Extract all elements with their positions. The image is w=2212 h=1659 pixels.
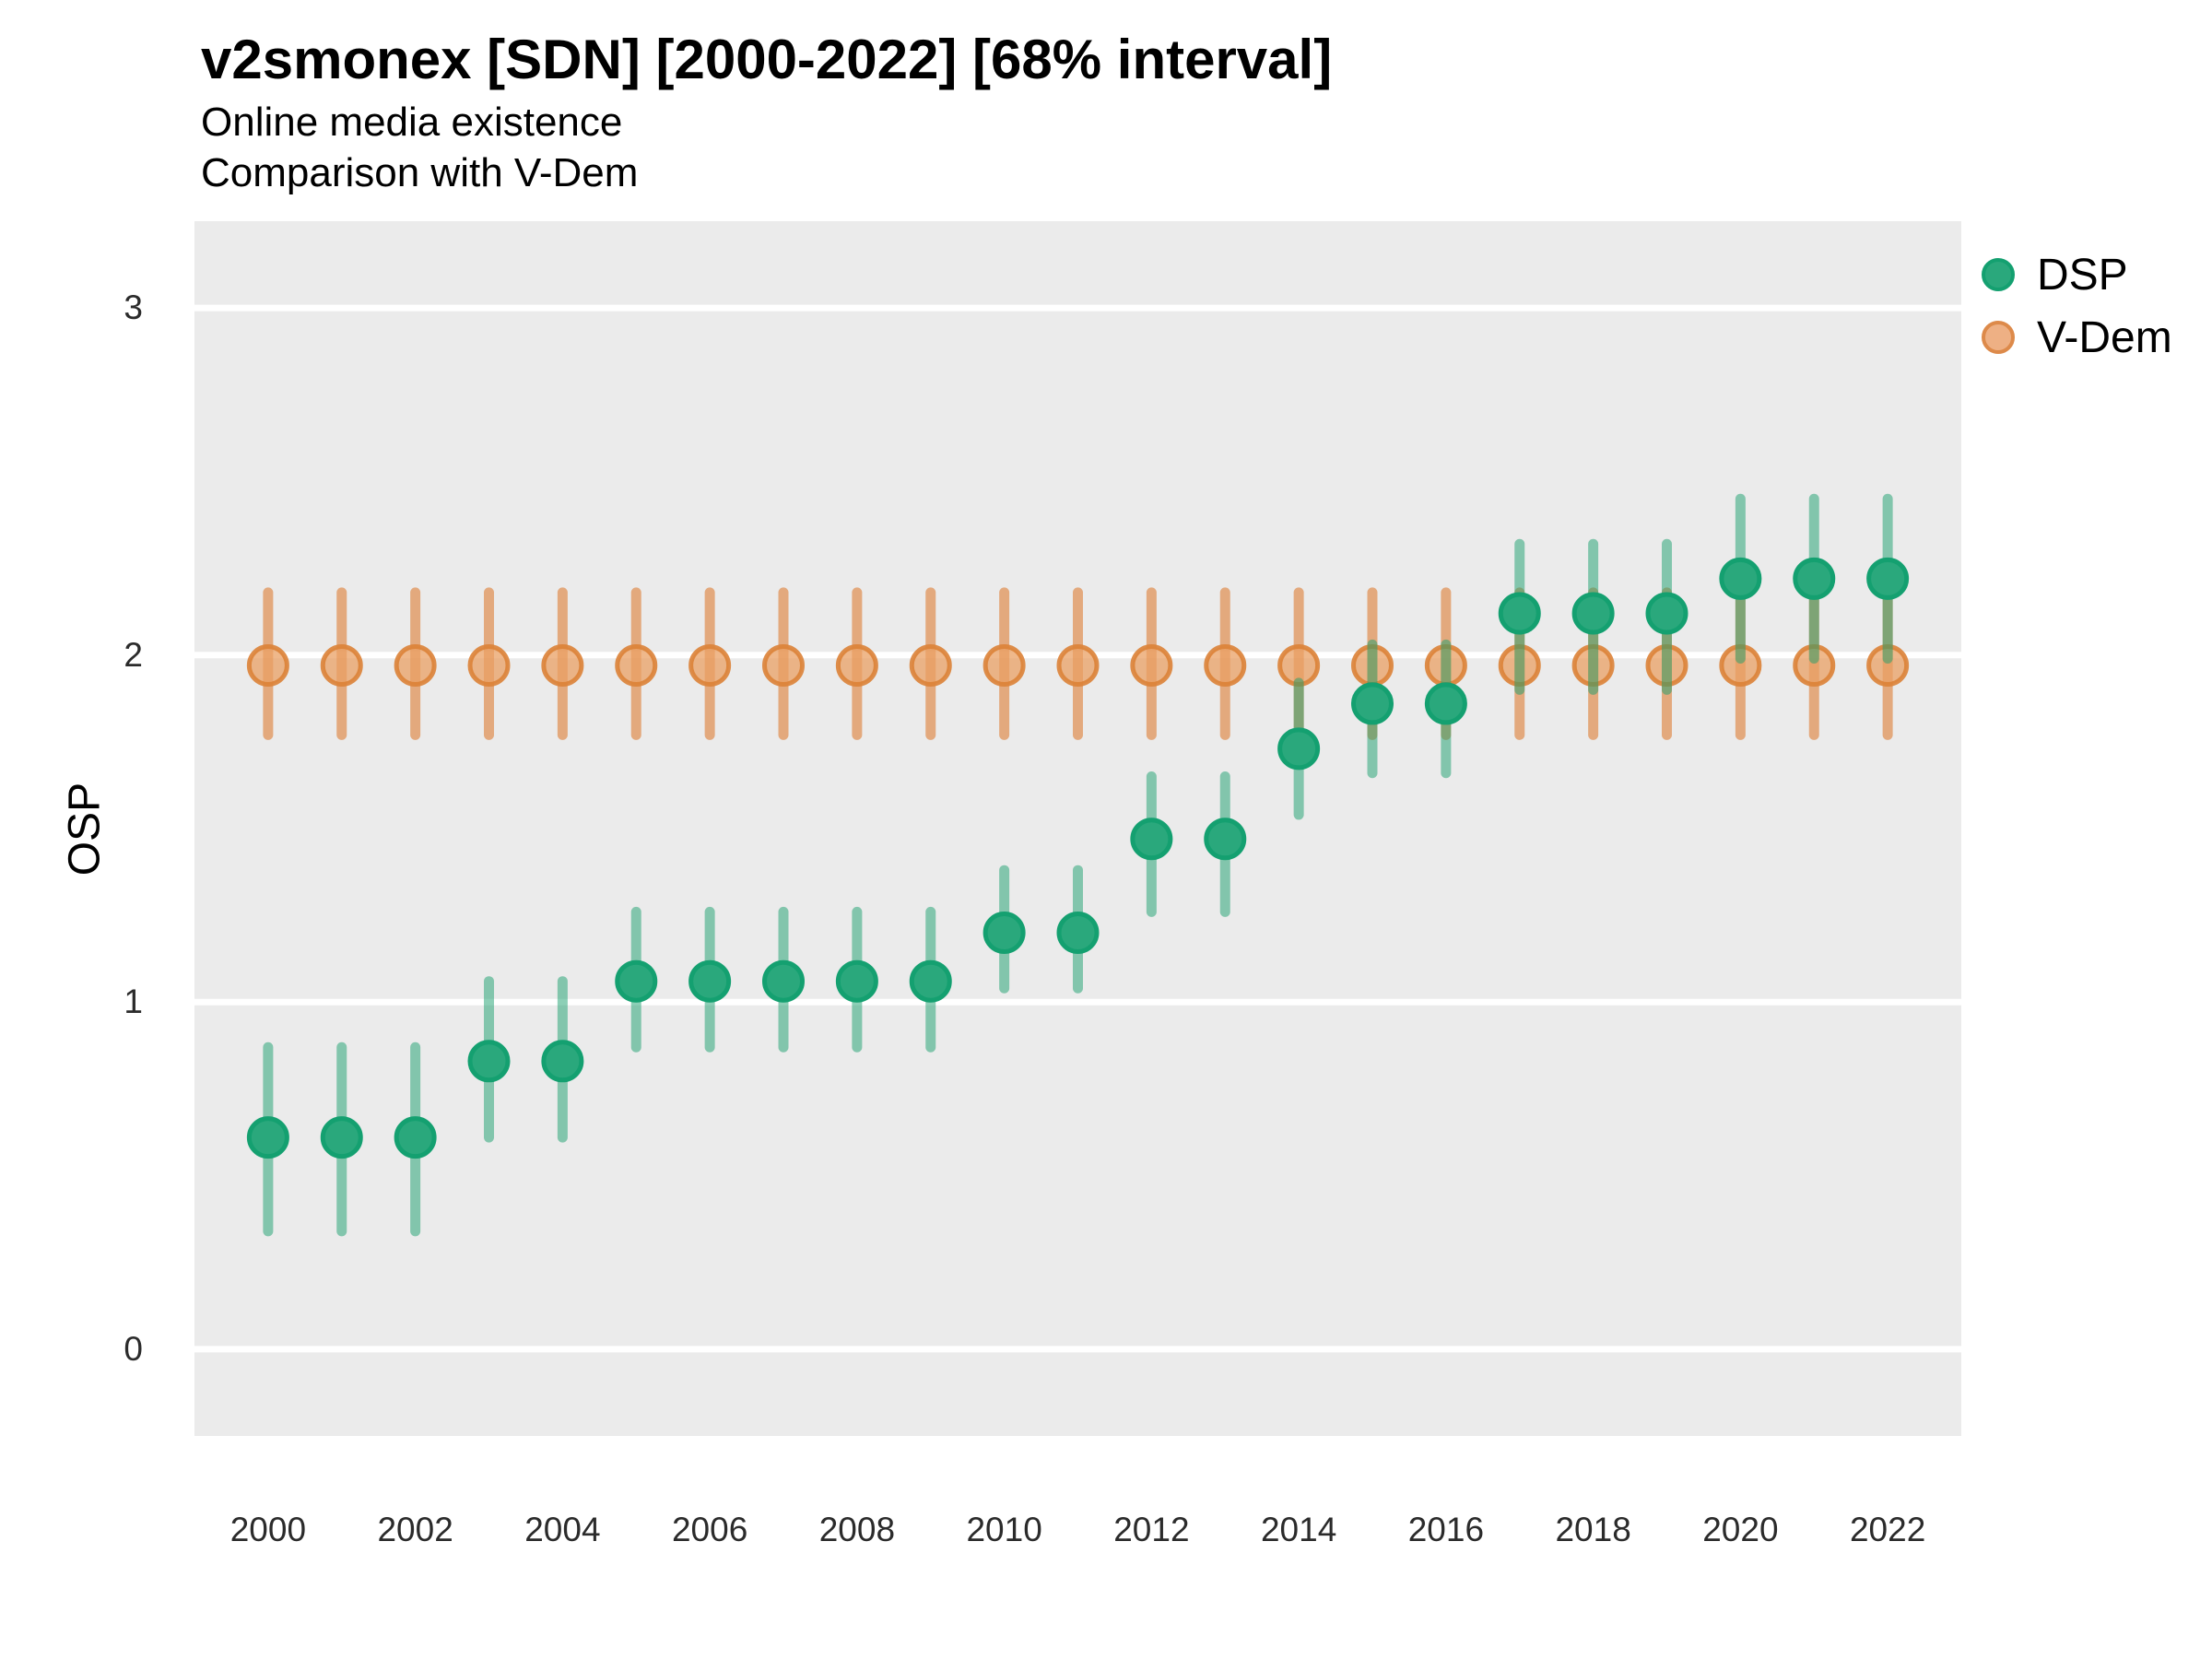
vdem-point-2002 — [394, 644, 437, 688]
x-tick-label-2006: 2006 — [671, 1511, 748, 1548]
dsp-point-2001 — [320, 1116, 363, 1159]
x-tick-label-2022: 2022 — [1849, 1511, 1926, 1548]
vdem-point-2009 — [909, 644, 952, 688]
y-tick-label-1: 1 — [124, 982, 143, 1021]
vdem-point-2004 — [541, 644, 584, 688]
y-tick-label-3: 3 — [124, 288, 143, 327]
legend: DSP V-Dem — [1982, 247, 2172, 365]
dsp-point-2012 — [1130, 818, 1173, 861]
x-tick-label-2014: 2014 — [1260, 1511, 1337, 1548]
x-tick-label-2016: 2016 — [1407, 1511, 1485, 1548]
x-tick-label-2020: 2020 — [1702, 1511, 1779, 1548]
dsp-point-2010 — [982, 911, 1026, 954]
dsp-point-2021 — [1793, 557, 1836, 600]
chart-subtitle-1: Online media existence — [201, 100, 623, 145]
dsp-point-2006 — [688, 959, 732, 1003]
vdem-point-2007 — [762, 644, 805, 688]
y-axis-title: OSP — [60, 782, 110, 877]
dsp-point-2008 — [835, 959, 878, 1003]
x-tick-label-2018: 2018 — [1555, 1511, 1631, 1548]
vdem-point-2006 — [688, 644, 732, 688]
dsp-point-2019 — [1645, 592, 1688, 635]
chart-title: v2smonex [SDN] [2000-2022] [68% interval… — [201, 29, 1333, 90]
y-tick-label-2: 2 — [124, 635, 143, 674]
vdem-point-2008 — [835, 644, 878, 688]
x-tick-label-2000: 2000 — [229, 1511, 307, 1548]
dsp-point-2009 — [909, 959, 952, 1003]
y-tick-label-0: 0 — [124, 1329, 143, 1368]
dsp-point-2005 — [615, 959, 658, 1003]
vdem-point-2001 — [320, 644, 363, 688]
vdem-point-2013 — [1204, 644, 1247, 688]
vdem-point-icon — [1982, 321, 2015, 354]
vdem-point-2005 — [615, 644, 658, 688]
x-tick-label-2012: 2012 — [1113, 1511, 1190, 1548]
dsp-point-2002 — [394, 1116, 437, 1159]
dsp-point-2016 — [1424, 682, 1467, 725]
legend-label-vdem: V-Dem — [2037, 312, 2172, 362]
legend-item-vdem: V-Dem — [1982, 310, 2172, 365]
x-tick-label-2010: 2010 — [966, 1511, 1042, 1548]
dsp-point-2015 — [1351, 682, 1394, 725]
dsp-point-2022 — [1866, 557, 1910, 600]
legend-label-dsp: DSP — [2037, 250, 2128, 300]
vdem-point-2000 — [246, 644, 289, 688]
dsp-point-2017 — [1498, 592, 1541, 635]
dsp-point-2014 — [1277, 727, 1321, 771]
dsp-point-2004 — [541, 1040, 584, 1083]
dsp-point-2000 — [246, 1116, 289, 1159]
dsp-point-2013 — [1204, 818, 1247, 861]
vdem-point-2011 — [1056, 644, 1100, 688]
legend-item-dsp: DSP — [1982, 247, 2172, 302]
dsp-point-2003 — [467, 1040, 511, 1083]
chart-subtitle-2: Comparison with V-Dem — [201, 150, 639, 195]
x-tick-label-2002: 2002 — [377, 1511, 453, 1548]
dsp-point-2007 — [762, 959, 805, 1003]
x-tick-label-2004: 2004 — [524, 1511, 601, 1548]
dsp-point-2018 — [1571, 592, 1615, 635]
vdem-point-2003 — [467, 644, 511, 688]
vdem-point-2010 — [982, 644, 1026, 688]
x-tick-label-2008: 2008 — [818, 1511, 896, 1548]
vdem-point-2012 — [1130, 644, 1173, 688]
dsp-point-icon — [1982, 258, 2015, 291]
dsp-point-2011 — [1056, 911, 1100, 954]
dsp-point-2020 — [1719, 557, 1762, 600]
plot-panel — [194, 221, 1961, 1436]
